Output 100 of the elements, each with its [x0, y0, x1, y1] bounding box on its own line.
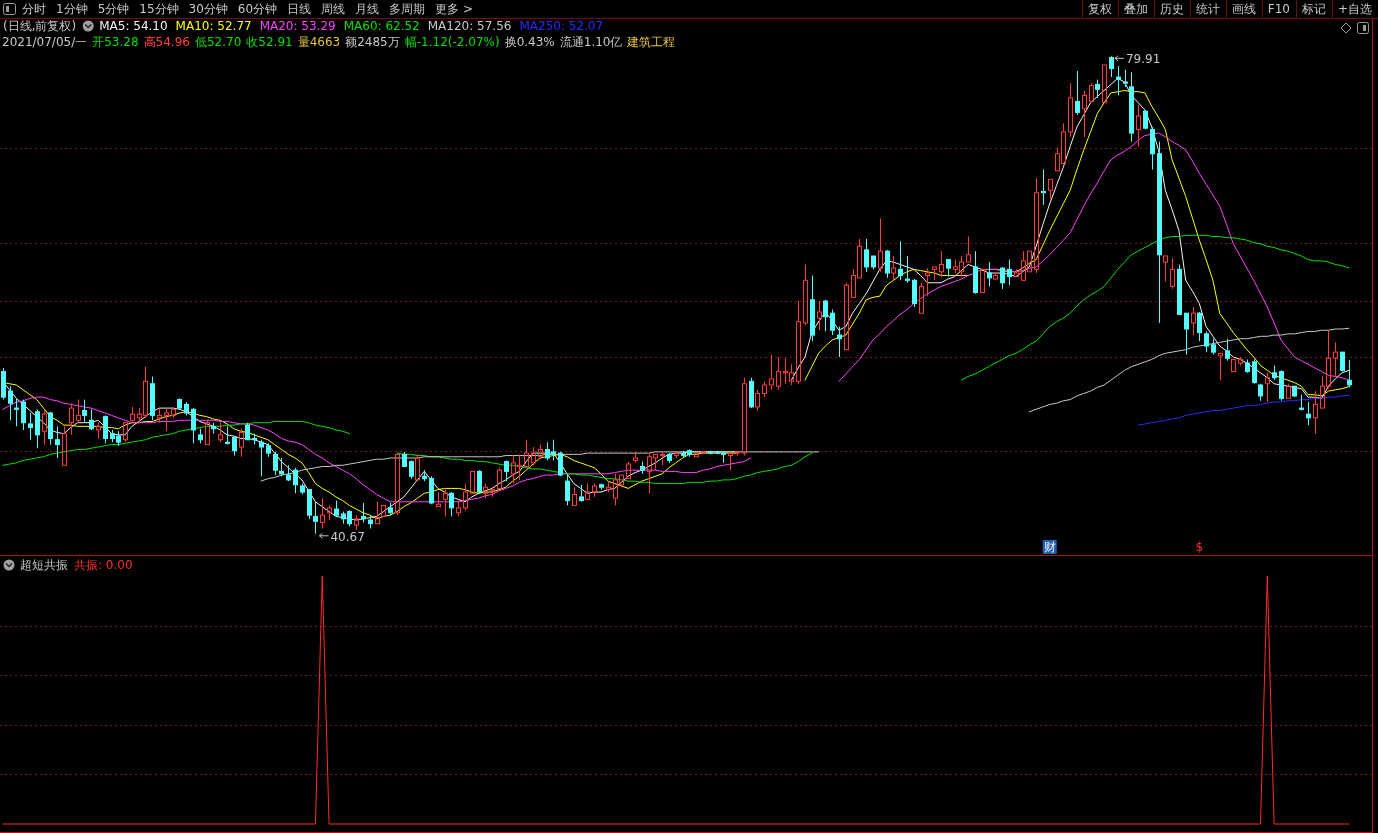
- candlestick: [524, 439, 529, 468]
- candlestick: [1095, 79, 1100, 99]
- text: 高54.96: [143, 35, 190, 49]
- candlestick: [1089, 82, 1094, 102]
- candlestick: [42, 408, 47, 446]
- candlestick: [279, 457, 284, 477]
- candlestick: [1252, 358, 1257, 385]
- text: 换0.43%: [504, 35, 555, 49]
- candlestick: [694, 452, 699, 458]
- candlestick: [606, 480, 611, 493]
- candlestick: [912, 278, 917, 308]
- candlestick: [259, 439, 264, 477]
- candlestick: [1170, 257, 1175, 290]
- candlestick: [1238, 356, 1243, 367]
- candlestick: [55, 425, 60, 459]
- candlestick: [361, 502, 366, 523]
- text: 5分钟: [97, 2, 130, 16]
- candlestick: [470, 470, 475, 494]
- candlestick: [381, 504, 386, 517]
- candlestick: [1333, 341, 1338, 377]
- candlestick: [830, 309, 835, 336]
- candlestick: [497, 467, 502, 489]
- candlestick: [980, 268, 985, 293]
- candlestick: [375, 501, 380, 525]
- annotation: 40.67: [330, 529, 365, 544]
- candlestick: [1116, 65, 1121, 96]
- candlestick: [905, 255, 910, 284]
- text: 标记: [1300, 2, 1326, 16]
- candlestick: [218, 422, 223, 443]
- candlestick: [1163, 255, 1168, 283]
- candlestick: [395, 453, 400, 516]
- candlestick: [191, 407, 196, 444]
- text: 建筑工程: [626, 35, 676, 49]
- candlestick: [449, 491, 454, 517]
- text: 月线: [355, 2, 380, 16]
- candlestick: [864, 238, 869, 273]
- candlestick: [157, 407, 162, 424]
- candlestick: [273, 451, 278, 476]
- text: 流通1.10亿: [559, 35, 623, 49]
- candlestick: [1082, 89, 1087, 138]
- candlestick: [443, 487, 448, 517]
- candlestick: [898, 240, 903, 281]
- candlestick: [1286, 383, 1291, 399]
- candlestick: [293, 467, 298, 494]
- candlestick: [1347, 359, 1352, 388]
- candlestick: [987, 261, 992, 287]
- candlestick: [966, 236, 971, 263]
- text: 30分钟: [188, 2, 228, 16]
- candlestick: [327, 504, 332, 521]
- candlestick: [1313, 390, 1318, 435]
- candlestick: [1184, 312, 1189, 356]
- candlestick: [14, 397, 19, 427]
- candlestick: [1204, 330, 1209, 353]
- candlestick: [62, 425, 67, 466]
- candlestick: [1225, 338, 1230, 362]
- text: 15分钟: [139, 2, 179, 16]
- text: 幅-1.12(-2.07%): [404, 35, 500, 49]
- candlestick: [1218, 352, 1223, 381]
- candlestick: [565, 473, 570, 506]
- legend: MA5: 54.10 MA10: 52.77 MA20: 53.29 MA60: 62.52 MA120: 57.56 MA250: 52.07: [99, 19, 604, 33]
- text: 复权: [1087, 2, 1112, 16]
- candlestick: [1041, 169, 1046, 206]
- candlestick: [504, 459, 509, 482]
- candlestick: [735, 451, 740, 457]
- text: 收52.91: [246, 35, 293, 49]
- candlestick: [232, 435, 237, 457]
- candlestick: [130, 406, 135, 424]
- text: 量4663: [297, 35, 341, 49]
- chart-title: 超短共振: [20, 558, 68, 572]
- candlestick: [932, 266, 937, 281]
- candlestick: [1075, 70, 1080, 116]
- candlestick: [1102, 64, 1107, 104]
- text: 1分钟: [56, 2, 88, 16]
- candlestick: [939, 250, 944, 278]
- candlestick: [103, 414, 108, 444]
- candlestick: [796, 300, 801, 385]
- candlestick: [1306, 401, 1311, 426]
- text: 历史: [1159, 2, 1184, 16]
- candlestick: [89, 408, 94, 431]
- candlestick: [28, 412, 33, 441]
- text: 更多 >: [435, 2, 473, 16]
- candlestick: [171, 406, 176, 419]
- candlestick: [1191, 306, 1196, 336]
- candlestick: [1231, 358, 1236, 373]
- annotation: 79.91: [1125, 52, 1161, 67]
- candlestick: [8, 385, 13, 421]
- text: 周线: [321, 2, 346, 16]
- candlestick: [35, 408, 40, 449]
- text: 额2485万: [345, 35, 400, 49]
- candlestick: [123, 422, 128, 443]
- candlestick: [1340, 351, 1345, 373]
- candlestick: [823, 299, 828, 332]
- candlestick: [1109, 55, 1114, 78]
- candlestick: [1136, 104, 1141, 147]
- text: 画线: [1231, 2, 1256, 16]
- candlestick: [817, 300, 822, 331]
- text: 多周期: [389, 2, 426, 16]
- text: 2021/07/05/一: [2, 35, 88, 49]
- candlestick: [205, 419, 210, 446]
- x-tick-label: 财: [1043, 540, 1056, 554]
